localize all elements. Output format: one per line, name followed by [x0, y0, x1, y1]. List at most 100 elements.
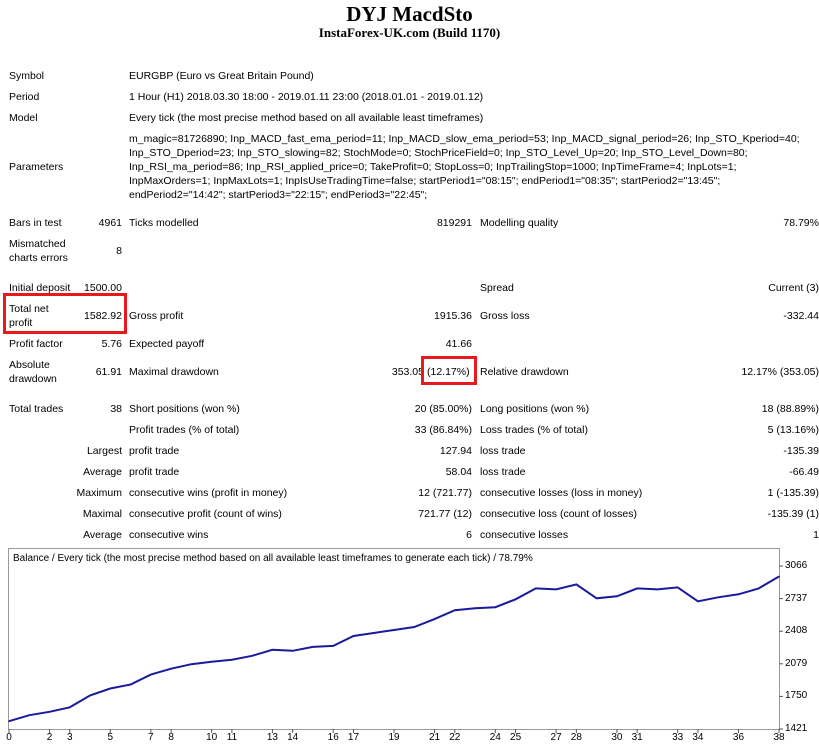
x-tick-label: 14 — [287, 732, 299, 743]
max-consecutive-wins-label: consecutive wins (profit in money) — [129, 487, 288, 499]
y-tick-label: 1421 — [785, 723, 808, 734]
long-positions-label: Long positions (won %) — [480, 403, 590, 415]
spread-value: Current (3) — [768, 282, 819, 294]
x-tick-label: 21 — [428, 732, 441, 743]
balance-point — [68, 706, 71, 709]
x-tick-label: 2 — [46, 732, 53, 743]
x-tick-label: 11 — [226, 732, 238, 743]
parameters-line: Inp_STO_Dperiod=23; Inp_STO_slowing=82; … — [129, 147, 748, 159]
balance-point — [676, 586, 679, 589]
spread-label: Spread — [480, 282, 514, 294]
x-tick-label: 0 — [6, 732, 12, 743]
y-tick-label: 2408 — [785, 625, 808, 637]
x-tick-label: 34 — [692, 732, 704, 743]
initial-deposit-value: 1500.00 — [84, 282, 122, 294]
average-loss-value: -66.49 — [789, 466, 819, 478]
period-value: 1 Hour (H1) 2018.03.30 18:00 - 2019.01.1… — [129, 91, 484, 103]
balance-point — [575, 583, 578, 586]
absolute-drawdown-label: drawdown — [9, 373, 57, 385]
balance-point — [555, 588, 557, 591]
report-subtitle: InstaForex-UK.com (Build 1170) — [318, 25, 501, 40]
balance-point — [697, 600, 699, 603]
maximal-drawdown-value: 353.05 — [391, 366, 424, 378]
maximal-consecutive-loss-label: consecutive loss (count of losses) — [480, 508, 637, 520]
mismatch-label: Mismatched — [9, 238, 66, 250]
balance-point — [28, 714, 31, 717]
bars-value: 4961 — [98, 217, 122, 229]
avg-consecutive-losses-label: consecutive losses — [480, 529, 569, 541]
balance-point — [271, 649, 274, 651]
y-tick-label: 1750 — [785, 690, 808, 702]
y-tick-label: 3066 — [785, 560, 808, 571]
balance-point — [372, 632, 375, 634]
y-tick-label: 2737 — [785, 592, 808, 604]
x-tick-label: 28 — [570, 732, 582, 743]
balance-point — [89, 694, 91, 697]
profit-factor-value: 5.76 — [101, 338, 122, 350]
avg-consecutive-losses-value: 1 — [813, 529, 819, 541]
average-consecutive-label: Average — [83, 529, 122, 541]
x-tick-label: 5 — [107, 732, 114, 743]
symbol-label: Symbol — [9, 70, 45, 82]
loss-trades-value: 5 (13.16%) — [767, 424, 819, 436]
short-positions-label: Short positions (won %) — [129, 403, 240, 415]
balance-point — [595, 597, 598, 600]
avg-consecutive-wins-label: consecutive wins — [129, 529, 209, 541]
parameters-line: Inp_RSI_ma_period=86; Inp_RSI_applied_pr… — [129, 161, 737, 173]
x-tick-label: 3 — [67, 732, 73, 743]
long-positions-value: 18 (88.89%) — [761, 403, 819, 415]
x-tick-label: 13 — [266, 732, 278, 743]
mismatch-value: 8 — [116, 245, 122, 257]
balance-point — [737, 593, 740, 596]
x-tick-label: 16 — [327, 732, 339, 743]
x-tick-label: 19 — [388, 732, 400, 743]
balance-point — [8, 720, 10, 722]
average-label: Average — [83, 466, 122, 478]
largest-loss-value: -135.39 — [783, 445, 819, 457]
expected-payoff-value: 41.66 — [445, 338, 472, 350]
x-tick-label: 24 — [489, 732, 501, 743]
gross-profit-label: Gross profit — [129, 310, 184, 322]
ticks-value: 819291 — [436, 217, 472, 229]
average-profit-value: 58.04 — [445, 466, 472, 478]
maximal-consecutive-profit-value: 721.77 (12) — [418, 508, 472, 520]
balance-point — [291, 650, 294, 652]
balance-point — [352, 635, 355, 637]
balance-point — [514, 598, 517, 601]
x-tick-label: 17 — [347, 732, 360, 743]
x-tick-label: 36 — [732, 732, 745, 743]
absolute-drawdown-label: Absolute — [9, 359, 50, 371]
balance-point — [535, 587, 537, 590]
symbol-value: EURGBP (Euro vs Great Britain Pound) — [129, 70, 314, 82]
absolute-drawdown-value: 61.91 — [95, 366, 122, 378]
loss-trades-label: Loss trades (% of total) — [480, 424, 588, 436]
max-consecutive-wins-value: 12 (721.77) — [418, 487, 472, 499]
balance-point — [129, 683, 132, 686]
x-tick-label: 33 — [672, 732, 684, 743]
initial-deposit-label: Initial deposit — [9, 282, 71, 294]
average-loss-label: loss trade — [480, 466, 526, 478]
balance-point — [433, 618, 436, 620]
balance-line — [8, 575, 780, 723]
balance-point — [494, 606, 497, 609]
balance-point — [656, 588, 659, 591]
net-profit-value: 1582.92 — [84, 310, 122, 322]
balance-point — [393, 629, 395, 631]
parameters-line: endPeriod2="14:42"; startPeriod3="22:15"… — [129, 189, 428, 201]
x-tick-label: 25 — [510, 732, 522, 743]
profit-factor-label: Profit factor — [9, 338, 63, 350]
balance-point — [312, 646, 314, 648]
largest-label: Largest — [86, 445, 122, 457]
report-title: DYJ MacdSto — [346, 2, 473, 26]
mismatch-label: charts errors — [9, 252, 68, 264]
largest-profit-label: profit trade — [129, 445, 180, 457]
largest-loss-label: loss trade — [480, 445, 526, 457]
total-trades-label: Total trades — [9, 403, 64, 415]
expected-payoff-label: Expected payoff — [129, 338, 205, 350]
max-consecutive-losses-value: 1 (-135.39) — [767, 487, 819, 499]
balance-point — [616, 595, 618, 598]
bars-label: Bars in test — [9, 217, 62, 229]
period-label: Period — [9, 91, 40, 103]
model-label: Model — [9, 112, 38, 124]
drawdown-pct-highlight — [421, 356, 477, 385]
